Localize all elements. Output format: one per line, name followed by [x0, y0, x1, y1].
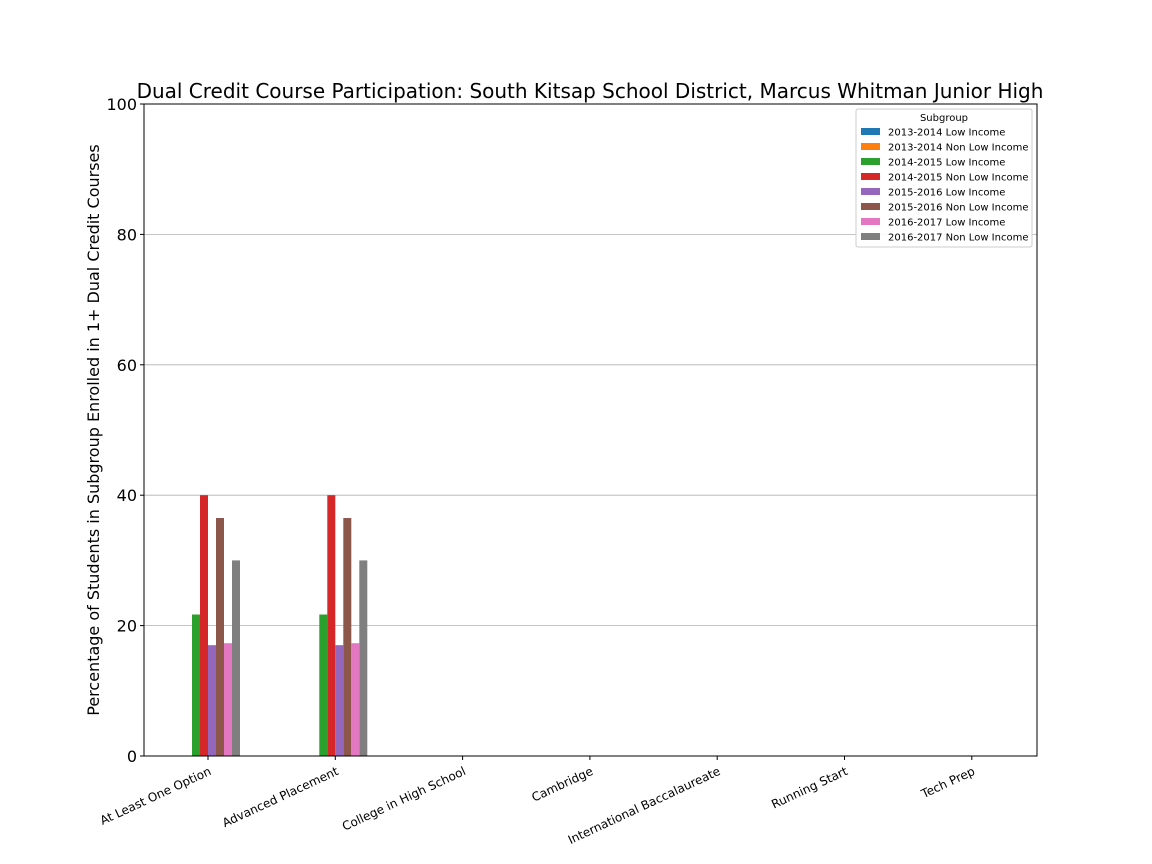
bar — [192, 614, 200, 756]
bar — [200, 495, 208, 756]
chart-title: Dual Credit Course Participation: South … — [137, 79, 1044, 103]
legend-swatch — [861, 143, 880, 150]
legend-swatch — [861, 218, 880, 225]
legend-title: Subgroup — [920, 113, 968, 124]
y-tick-label: 40 — [117, 486, 137, 505]
bar — [351, 643, 360, 756]
bar — [359, 560, 368, 756]
bar — [343, 518, 352, 756]
legend-label: 2013-2014 Low Income — [888, 128, 1005, 139]
legend-swatch — [861, 128, 880, 135]
legend-swatch — [861, 173, 880, 180]
y-tick-label: 80 — [117, 225, 137, 244]
legend-swatch — [861, 188, 880, 195]
y-tick-label: 20 — [117, 617, 137, 636]
x-tick-label: Running Start — [769, 764, 850, 812]
x-tick-label: College in High School — [340, 764, 468, 834]
bar — [327, 495, 336, 756]
legend-items: 2013-2014 Low Income 2013-2014 Non Low In… — [861, 128, 1028, 244]
bar — [208, 645, 216, 756]
y-axis-ticks: 0 20 40 60 80 100 — [106, 95, 144, 766]
bar — [224, 643, 232, 756]
legend-label: 2016-2017 Non Low Income — [888, 233, 1028, 244]
legend-label: 2014-2015 Non Low Income — [888, 173, 1028, 184]
x-tick-label: Cambridge — [529, 764, 595, 805]
bar — [216, 518, 224, 756]
x-tick-label: At Least One Option — [98, 764, 213, 828]
legend-label: 2016-2017 Low Income — [888, 218, 1005, 229]
plot-frame — [143, 103, 1038, 757]
y-tick-label: 100 — [106, 95, 137, 114]
x-tick-label: Tech Prep — [918, 764, 977, 801]
legend-label: 2015-2016 Low Income — [888, 188, 1005, 199]
legend-label: 2014-2015 Low Income — [888, 158, 1005, 169]
y-tick-label: 0 — [127, 747, 137, 766]
legend: Subgroup 2013-2014 Low Income 2013-2014 N… — [855, 108, 1033, 248]
x-axis-ticks: At Least One Option Advanced Placement Col… — [98, 756, 977, 847]
x-tick-label: Advanced Placement — [220, 764, 341, 830]
bar — [232, 560, 240, 756]
legend-label: 2015-2016 Non Low Income — [888, 203, 1028, 214]
legend-label: 2013-2014 Non Low Income — [888, 143, 1028, 154]
legend-swatch — [861, 233, 880, 240]
bar — [335, 645, 344, 756]
bar — [319, 614, 328, 756]
legend-swatch — [861, 158, 880, 165]
grid-lines — [144, 233, 1037, 626]
y-axis-label: Percentage of Students in Subgroup Enrol… — [84, 144, 103, 715]
bars — [192, 495, 368, 756]
legend-swatch — [861, 203, 880, 210]
y-tick-label: 60 — [117, 356, 137, 375]
legend-box — [855, 108, 1033, 248]
